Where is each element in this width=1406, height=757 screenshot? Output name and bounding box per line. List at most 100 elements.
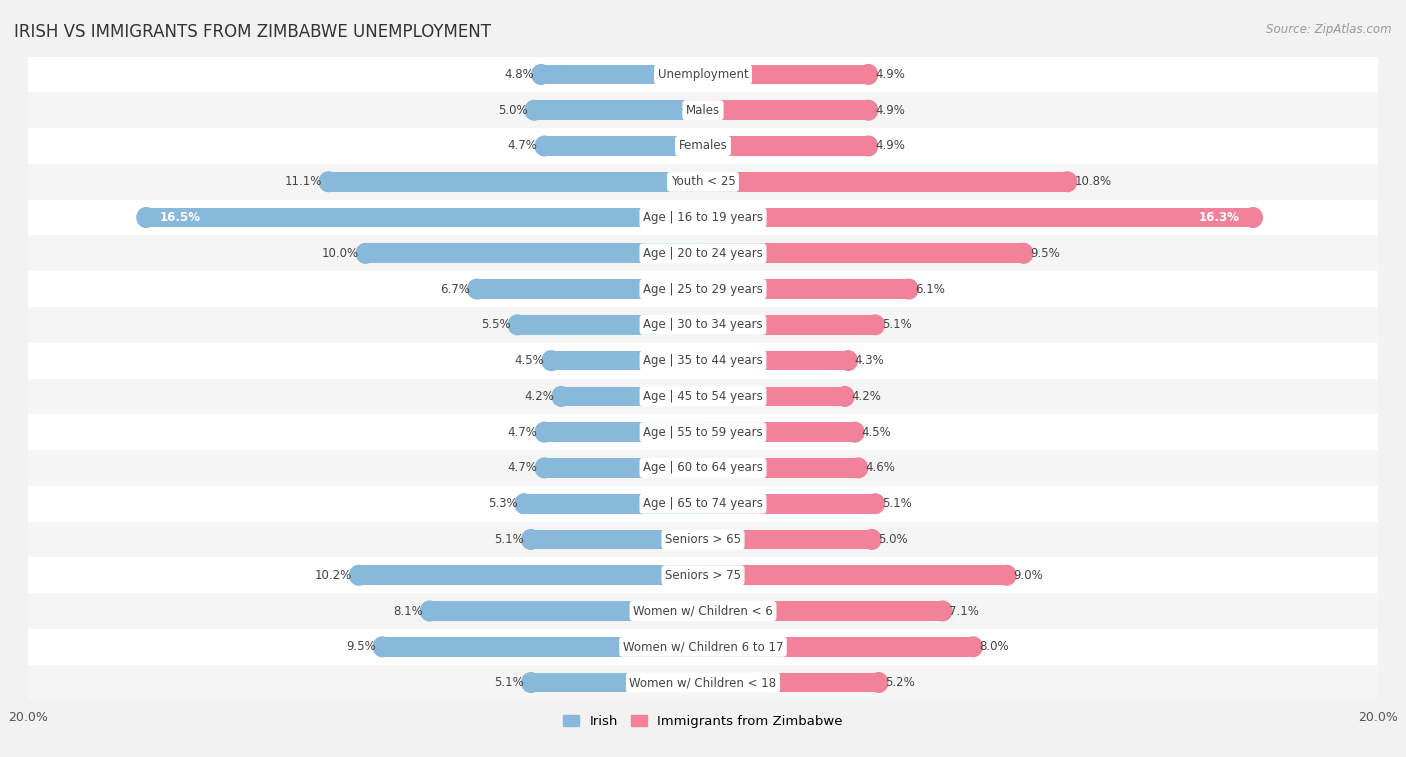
Bar [359,565,703,585]
Bar [524,494,703,513]
Text: 4.8%: 4.8% [505,68,534,81]
Circle shape [845,422,865,442]
Text: Age | 16 to 19 years: Age | 16 to 19 years [643,211,763,224]
Bar [703,64,869,84]
Text: IRISH VS IMMIGRANTS FROM ZIMBABWE UNEMPLOYMENT: IRISH VS IMMIGRANTS FROM ZIMBABWE UNEMPL… [14,23,491,41]
Circle shape [900,279,918,299]
Circle shape [541,350,561,370]
Text: 16.5%: 16.5% [160,211,201,224]
Legend: Irish, Immigrants from Zimbabwe: Irish, Immigrants from Zimbabwe [558,709,848,734]
Bar [28,378,1378,414]
Bar [28,450,1378,486]
Circle shape [835,387,853,407]
Bar [382,637,703,656]
Circle shape [1014,244,1033,263]
Text: 4.9%: 4.9% [875,139,905,152]
Bar [703,530,872,550]
Bar [28,486,1378,522]
Circle shape [319,172,337,192]
Circle shape [515,494,533,513]
Bar [534,101,703,120]
Text: 5.3%: 5.3% [488,497,517,510]
Circle shape [522,673,540,693]
Bar [531,530,703,550]
Bar [703,565,1007,585]
Text: 8.0%: 8.0% [980,640,1010,653]
Text: 5.0%: 5.0% [498,104,527,117]
Bar [28,593,1378,629]
Circle shape [536,136,554,156]
Bar [28,343,1378,378]
Circle shape [859,101,877,120]
Bar [544,422,703,442]
Circle shape [859,64,877,84]
Circle shape [508,315,527,335]
Bar [703,279,908,299]
Bar [28,57,1378,92]
Circle shape [963,637,983,656]
Text: 4.7%: 4.7% [508,139,537,152]
Bar [517,315,703,335]
Bar [703,601,942,621]
Text: Age | 65 to 74 years: Age | 65 to 74 years [643,497,763,510]
Text: Women w/ Children < 6: Women w/ Children < 6 [633,605,773,618]
Bar [28,164,1378,200]
Text: Youth < 25: Youth < 25 [671,176,735,188]
Text: 8.1%: 8.1% [394,605,423,618]
Bar [551,350,703,370]
Text: 10.0%: 10.0% [322,247,359,260]
Bar [430,601,703,621]
Text: Source: ZipAtlas.com: Source: ZipAtlas.com [1267,23,1392,36]
Circle shape [420,601,439,621]
Text: 5.5%: 5.5% [481,319,510,332]
Text: Age | 45 to 54 years: Age | 45 to 54 years [643,390,763,403]
Bar [703,207,1253,227]
Circle shape [136,207,156,227]
Bar [703,458,858,478]
Text: Males: Males [686,104,720,117]
Bar [703,494,875,513]
Circle shape [553,387,571,407]
Bar [146,207,703,227]
Circle shape [1059,172,1077,192]
Circle shape [536,422,554,442]
Bar [28,200,1378,235]
Bar [703,387,845,407]
Text: Age | 55 to 59 years: Age | 55 to 59 years [643,425,763,438]
Circle shape [839,350,858,370]
Bar [28,557,1378,593]
Text: Seniors > 75: Seniors > 75 [665,569,741,581]
Bar [28,307,1378,343]
Circle shape [373,637,392,656]
Bar [366,244,703,263]
Bar [544,458,703,478]
Bar [703,244,1024,263]
Text: 9.5%: 9.5% [1031,247,1060,260]
Text: Age | 25 to 29 years: Age | 25 to 29 years [643,282,763,295]
Circle shape [862,530,882,550]
Text: 9.0%: 9.0% [1014,569,1043,581]
Circle shape [934,601,952,621]
Text: 5.1%: 5.1% [495,676,524,689]
Text: 6.1%: 6.1% [915,282,945,295]
Bar [703,637,973,656]
Circle shape [1244,207,1263,227]
Text: 5.2%: 5.2% [886,676,915,689]
Text: 4.5%: 4.5% [515,354,544,367]
Bar [703,136,869,156]
Circle shape [524,101,544,120]
Bar [531,673,703,693]
Text: 10.8%: 10.8% [1074,176,1111,188]
Text: Age | 60 to 64 years: Age | 60 to 64 years [643,462,763,475]
Text: 4.6%: 4.6% [865,462,894,475]
Circle shape [356,244,375,263]
Circle shape [468,279,486,299]
Bar [703,350,848,370]
Bar [28,665,1378,700]
Text: 4.7%: 4.7% [508,425,537,438]
Bar [28,271,1378,307]
Text: Age | 30 to 34 years: Age | 30 to 34 years [643,319,763,332]
Circle shape [997,565,1017,585]
Bar [703,172,1067,192]
Circle shape [536,458,554,478]
